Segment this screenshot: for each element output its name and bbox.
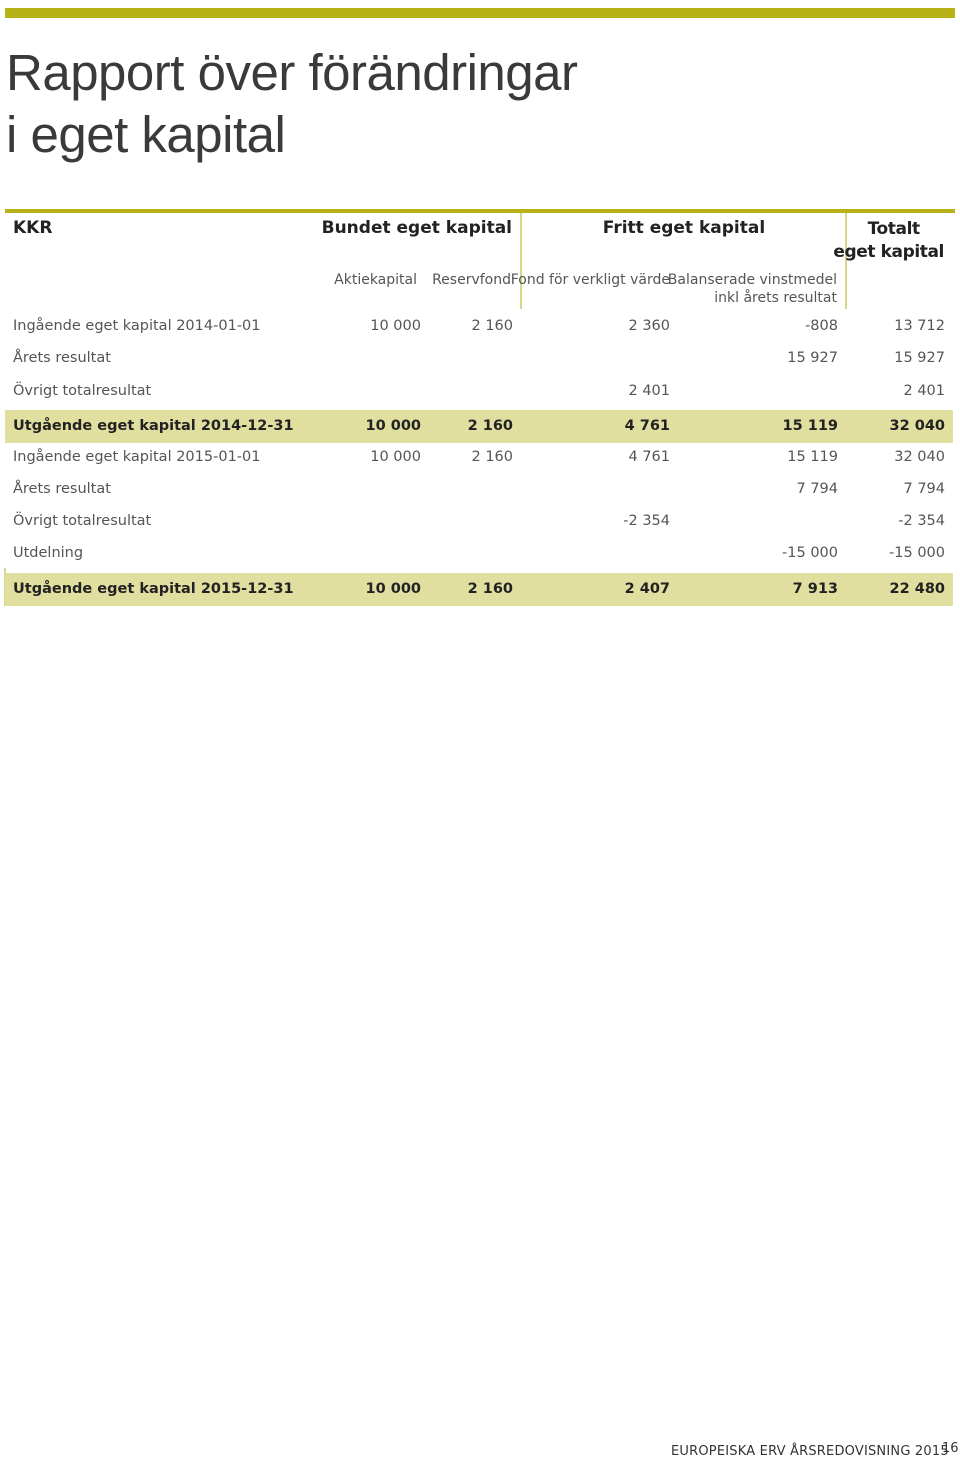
- cell-totalt: 32 040: [889, 418, 946, 434]
- column-divider: [520, 213, 522, 309]
- group-header-fritt: Fritt eget kapital: [602, 218, 766, 238]
- cell-reservfond: 2 160: [471, 449, 513, 465]
- table-row: Övrigt totalresultat 2 401 2 401: [5, 375, 953, 407]
- footer-publication: EUROPEISKA ERV ÅRSREDOVISNING 2015: [671, 1444, 949, 1459]
- top-accent-rule: [5, 8, 955, 18]
- table-row-total: Utgående eget kapital 2014-12-31 10 000 …: [5, 410, 953, 443]
- table-row-total: Utgående eget kapital 2015-12-31 10 000 …: [5, 573, 953, 606]
- row-label: Utgående eget kapital 2014-12-31: [13, 418, 294, 434]
- cell-fond-verkligt-varde: 4 761: [628, 449, 670, 465]
- total-header-line1: Totalt: [867, 219, 921, 239]
- cell-fond-verkligt-varde: 4 761: [624, 418, 670, 434]
- row-label: Årets resultat: [13, 481, 111, 497]
- cell-totalt: -15 000: [889, 545, 945, 561]
- cell-balanserade: 15 119: [787, 449, 838, 465]
- table-row: Övrigt totalresultat -2 354 -2 354: [5, 505, 953, 537]
- cell-aktiekapital: 10 000: [365, 418, 422, 434]
- row-label: Årets resultat: [13, 350, 111, 366]
- cell-fond-verkligt-varde: -2 354: [623, 513, 670, 529]
- row-label: Övrigt totalresultat: [13, 383, 152, 399]
- table-row: Ingående eget kapital 2014-01-01 10 000 …: [5, 310, 953, 342]
- column-header-fond-verkligt-varde: Fond för verkligt värde: [510, 272, 670, 288]
- cell-reservfond: 2 160: [467, 581, 513, 597]
- total-header: Totalt eget kapital: [833, 218, 944, 264]
- cell-aktiekapital: 10 000: [370, 449, 421, 465]
- group-header-bundet: Bundet eget kapital: [321, 218, 512, 238]
- column-header-balanserade-line1: Balanserade vinstmedel: [667, 272, 837, 288]
- cell-totalt: 2 401: [903, 383, 945, 399]
- cell-balanserade: 7 913: [792, 581, 838, 597]
- page-number: 16: [942, 1441, 959, 1456]
- cell-balanserade: -808: [805, 318, 838, 334]
- cell-balanserade: -15 000: [782, 545, 838, 561]
- cell-totalt: 7 794: [903, 481, 945, 497]
- cell-aktiekapital: 10 000: [365, 581, 422, 597]
- row-label: Utdelning: [13, 545, 84, 561]
- table-top-rule: [5, 209, 955, 213]
- cell-totalt: 32 040: [894, 449, 945, 465]
- column-header-aktiekapital: Aktiekapital: [334, 272, 417, 288]
- cell-fond-verkligt-varde: 2 407: [624, 581, 670, 597]
- cell-totalt: -2 354: [898, 513, 945, 529]
- cell-reservfond: 2 160: [467, 418, 513, 434]
- page-title-line2: i eget kapital: [6, 106, 286, 163]
- column-header-reservfond: Reservfond: [432, 272, 511, 288]
- cell-totalt: 15 927: [894, 350, 945, 366]
- column-header-balanserade-line2: inkl årets resultat: [714, 290, 837, 306]
- cell-reservfond: 2 160: [471, 318, 513, 334]
- row-label: Övrigt totalresultat: [13, 513, 152, 529]
- table-row: Årets resultat 7 794 7 794: [5, 473, 953, 505]
- table-row: Ingående eget kapital 2015-01-01 10 000 …: [5, 441, 953, 473]
- entity-header: KKR: [13, 218, 53, 238]
- cell-totalt: 13 712: [894, 318, 945, 334]
- table-row: Årets resultat 15 927 15 927: [5, 342, 953, 374]
- page-title-line1: Rapport över förändringar: [6, 44, 578, 101]
- page-title: Rapport över förändringar i eget kapital: [6, 42, 578, 166]
- cell-fond-verkligt-varde: 2 360: [628, 318, 670, 334]
- cell-balanserade: 7 794: [796, 481, 838, 497]
- row-label: Ingående eget kapital 2015-01-01: [13, 449, 261, 465]
- column-divider: [845, 213, 847, 309]
- cell-balanserade: 15 927: [787, 350, 838, 366]
- cell-totalt: 22 480: [889, 581, 946, 597]
- row-label: Ingående eget kapital 2014-01-01: [13, 318, 261, 334]
- row-label: Utgående eget kapital 2015-12-31: [13, 581, 294, 597]
- column-header-balanserade: Balanserade vinstmedel inkl årets result…: [668, 271, 837, 307]
- cell-aktiekapital: 10 000: [370, 318, 421, 334]
- table-row: Utdelning -15 000 -15 000: [5, 537, 953, 569]
- cell-balanserade: 15 119: [782, 418, 839, 434]
- cell-fond-verkligt-varde: 2 401: [628, 383, 670, 399]
- total-header-line2: eget kapital: [833, 242, 944, 262]
